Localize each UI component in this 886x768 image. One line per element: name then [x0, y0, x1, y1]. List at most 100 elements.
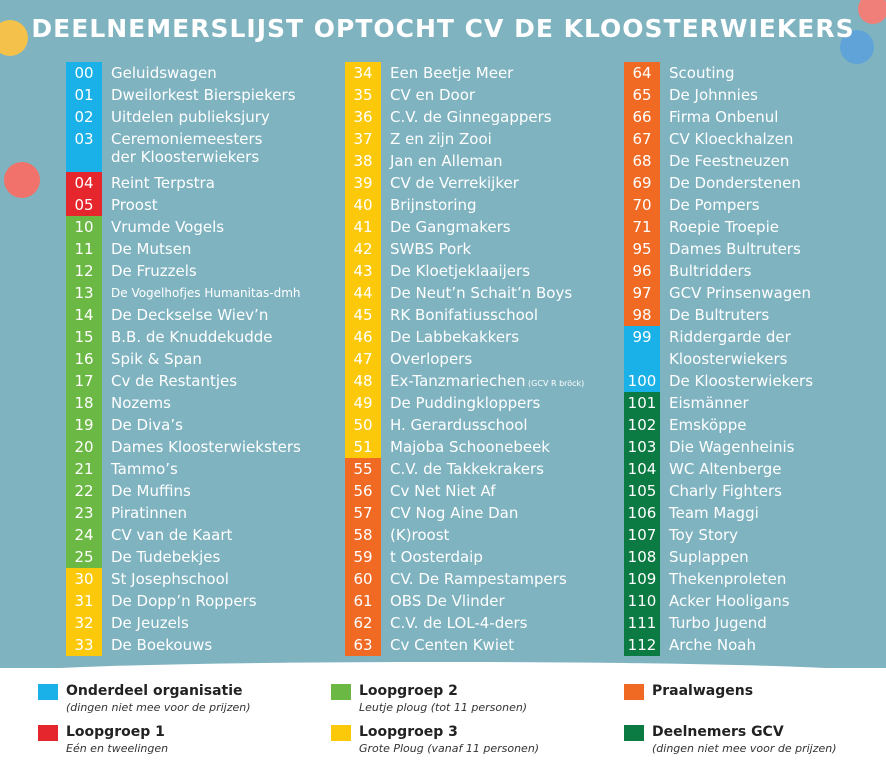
- participant-name: De Deckselse Wiev’n: [111, 304, 268, 326]
- participant-name-text: De Puddingkloppers: [390, 394, 541, 412]
- decor-dot-pink: [858, 0, 886, 24]
- participant-name: H. Gerardusschool: [390, 414, 528, 436]
- participant-number: 01: [74, 86, 94, 104]
- participant-name-text: Spik & Span: [111, 350, 202, 368]
- participant-name: De Neut’n Schait’n Boys: [390, 282, 572, 304]
- participant-name: Piratinnen: [111, 502, 187, 524]
- participant-number: 12: [74, 262, 94, 280]
- participant-number: 62: [353, 614, 373, 632]
- participant-number: 108: [627, 548, 657, 566]
- participant-name-text: SWBS Pork: [390, 240, 472, 258]
- participant-name-text: OBS De Vlinder: [390, 592, 505, 610]
- participant-name-text: Nozems: [111, 394, 171, 412]
- participant-number: 40: [353, 196, 373, 214]
- participant-name-text: Scouting: [669, 64, 735, 82]
- participant-name-text: De Bultruters: [669, 306, 770, 324]
- participant-number: 105: [627, 482, 657, 500]
- participant-name: Team Maggi: [669, 502, 759, 524]
- participant-name: Nozems: [111, 392, 171, 414]
- participant-name-text: Firma Onbenul: [669, 108, 779, 126]
- participant-name: De Dopp’n Roppers: [111, 590, 257, 612]
- participant-number: 104: [627, 460, 657, 478]
- participant-name-text: CV en Door: [390, 86, 476, 104]
- participant-name: De Boekouws: [111, 634, 212, 656]
- participant-number: 58: [353, 526, 373, 544]
- legend-swatch: [38, 684, 58, 700]
- participant-number: 24: [74, 526, 94, 544]
- participant-number: 38: [353, 152, 373, 170]
- participant-number: 11: [74, 240, 94, 258]
- participant-name: Cv Net Niet Af: [390, 480, 496, 502]
- participant-name-text: De Boekouws: [111, 636, 213, 654]
- participant-name-text: WC Altenberge: [669, 460, 782, 478]
- participant-name-text: De Kloetjeklaaijers: [390, 262, 531, 280]
- participant-name-text: CV Kloeckhalzen: [669, 130, 794, 148]
- participant-number: 98: [632, 306, 652, 324]
- participant-name-text: H. Gerardusschool: [390, 416, 528, 434]
- participant-number: 42: [353, 240, 373, 258]
- participant-number: 22: [74, 482, 94, 500]
- participant-number: 04: [74, 174, 94, 192]
- decor-dot-blue: [840, 30, 874, 64]
- participant-name-text: Uitdelen publieksjury: [111, 108, 270, 126]
- participant-name-text: Turbo Jugend: [669, 614, 767, 632]
- participant-name: CV Nog Aine Dan: [390, 502, 518, 524]
- participant-name: SWBS Pork: [390, 238, 471, 260]
- participant-name: C.V. de Takkekrakers: [390, 458, 544, 480]
- participant-name-text: Dames Kloosterwieksters: [111, 438, 301, 456]
- participant-name: De Tudebekjes: [111, 546, 220, 568]
- participant-name: Cv de Restantjes: [111, 370, 237, 392]
- participant-name: GCV Prinsenwagen: [669, 282, 811, 304]
- participant-number: 59: [353, 548, 373, 566]
- participant-name-text: CV Nog Aine Dan: [390, 504, 519, 522]
- participant-name: Die Wagenheinis: [669, 436, 794, 458]
- participant-number: 109: [627, 570, 657, 588]
- participant-name-text: Bultridders: [669, 262, 752, 280]
- participant-name: De Bultruters: [669, 304, 769, 326]
- participant-number: 63: [353, 636, 373, 654]
- participant-name: Charly Fighters: [669, 480, 782, 502]
- participant-name-text: Reint Terpstra: [111, 174, 215, 192]
- participant-name: De Jeuzels: [111, 612, 189, 634]
- participant-name-text: Cv Centen Kwiet: [390, 636, 515, 654]
- participant-name-text: Proost: [111, 196, 158, 214]
- participant-name-text: Dweilorkest Bierspiekers: [111, 86, 296, 104]
- legend-title: Praalwagens: [652, 683, 754, 699]
- participant-name-text: De Diva’s: [111, 416, 183, 434]
- category-color-bar: [624, 62, 660, 326]
- participant-name: Spik & Span: [111, 348, 202, 370]
- participant-name-text: De Mutsen: [111, 240, 192, 258]
- participant-number: 23: [74, 504, 94, 522]
- participant-name: Dweilorkest Bierspiekers: [111, 84, 296, 106]
- participant-number: 102: [627, 416, 657, 434]
- participant-name: CV en Door: [390, 84, 475, 106]
- participant-number: 36: [353, 108, 373, 126]
- participant-name: Geluidswagen: [111, 62, 217, 84]
- participant-name: Overlopers: [390, 348, 472, 370]
- participant-number: 21: [74, 460, 94, 478]
- participant-name-text-line2: der Kloosterwiekers: [111, 148, 260, 166]
- participant-name: Kloosterwiekers: [669, 348, 787, 370]
- participant-name: Eismänner: [669, 392, 749, 414]
- legend-subtitle: Grote Ploug (vanaf 11 personen): [359, 742, 540, 755]
- participant-number: 25: [74, 548, 94, 566]
- legend-subtitle: (dingen niet mee voor de prijzen): [652, 742, 837, 755]
- participant-name: De Puddingkloppers: [390, 392, 540, 414]
- participant-number: 32: [74, 614, 94, 632]
- participant-name: Acker Hooligans: [669, 590, 790, 612]
- participant-name: Dames Kloosterwieksters: [111, 436, 301, 458]
- participant-name-text: Team Maggi: [669, 504, 759, 522]
- participant-name-text: De Muffins: [111, 482, 191, 500]
- participant-name-text: Acker Hooligans: [669, 592, 790, 610]
- participant-name: Brijnstoring: [390, 194, 477, 216]
- participant-name: De Pompers: [669, 194, 760, 216]
- participant-name: Tammo’s: [111, 458, 178, 480]
- participant-name-text: Die Wagenheinis: [669, 438, 795, 456]
- participant-name-text: De Donderstenen: [669, 174, 801, 192]
- participant-name: De Fruzzels: [111, 260, 197, 282]
- participant-name-text: De Deckselse Wiev’n: [111, 306, 269, 324]
- participant-name-text: De Dopp’n Roppers: [111, 592, 257, 610]
- participant-name: CV de Verrekijker: [390, 172, 519, 194]
- participant-name: Proost: [111, 194, 158, 216]
- participant-number: 96: [632, 262, 652, 280]
